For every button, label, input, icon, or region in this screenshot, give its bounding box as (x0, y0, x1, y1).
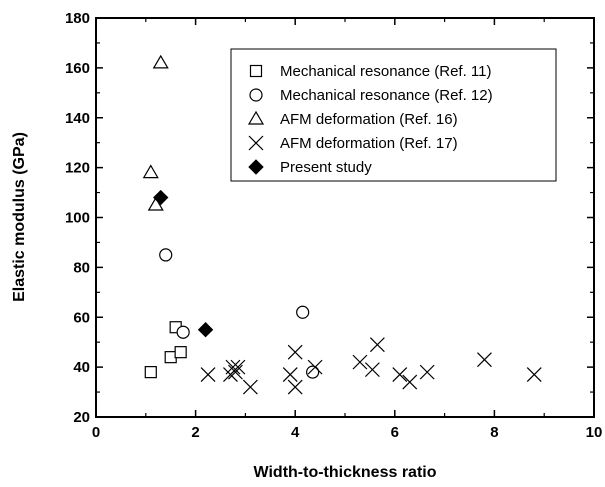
legend-label: Present study (280, 159, 372, 176)
data-point-x (352, 354, 368, 370)
legend-label: Mechanical resonance (Ref. 12) (280, 87, 493, 104)
data-point-x (287, 379, 303, 395)
data-point-square-open (174, 346, 187, 359)
data-point-x (228, 364, 243, 380)
y-tick-label: 60 (73, 309, 90, 326)
axis-ticks (95, 17, 595, 418)
legend-marker-diamond-filled (248, 159, 264, 175)
data-point-circle-open (159, 248, 173, 262)
data-point-x (200, 367, 216, 383)
data-point-circle-open (296, 305, 310, 319)
data-point-x (369, 337, 385, 353)
data-point-x (242, 379, 258, 395)
x-tick-label: 4 (291, 424, 300, 441)
data-point-x (392, 367, 408, 383)
y-tick-label: 140 (65, 110, 90, 127)
legend: Mechanical resonance (Ref. 11) Mechanical… (230, 48, 557, 182)
data-point-square-open (164, 351, 177, 364)
x-tick-label: 10 (586, 424, 603, 441)
x-tick-label: 0 (92, 424, 100, 441)
legend-label: Mechanical resonance (Ref. 11) (280, 63, 492, 80)
data-point-x (307, 359, 323, 375)
legend-marker-square-open (249, 64, 263, 78)
y-axis-label: Elastic modulus (GPa) (11, 132, 28, 302)
legend-marker-triangle-open (247, 110, 265, 125)
data-point-x (287, 344, 303, 360)
x-tick-label: 2 (191, 424, 199, 441)
y-tick-label: 20 (73, 409, 90, 426)
series-group (153, 189, 214, 338)
data-point-x (225, 359, 241, 375)
y-tick-label: 180 (65, 10, 90, 27)
y-tick-label: 160 (65, 60, 90, 77)
data-point-triangle-open (147, 196, 164, 211)
series-group (159, 248, 320, 379)
data-point-x (526, 367, 542, 383)
data-point-circle-open (176, 325, 190, 339)
legend-label: AFM deformation (Ref. 17) (280, 135, 458, 152)
axis-tick-labels: 0 2 4 6 8 10 20 40 60 80 100 120 140 160 180 (65, 10, 602, 441)
x-axis-label: Width-to-thickness ratio (254, 464, 437, 481)
series-group (142, 54, 169, 211)
data-point-x (419, 364, 435, 380)
y-tick-label: 100 (65, 210, 90, 227)
series-group (200, 337, 542, 395)
data-point-diamond-filled (197, 322, 214, 338)
data-point-x (282, 367, 298, 383)
data-point-triangle-open (152, 54, 169, 69)
x-tick-label: 8 (490, 424, 498, 441)
data-point-x (230, 359, 246, 375)
series-group (144, 321, 187, 379)
data-point-triangle-open (142, 164, 159, 179)
data-point-diamond-filled (153, 189, 169, 206)
legend-marker-circle-open (249, 88, 263, 102)
x-tick-label: 6 (391, 424, 399, 441)
legend-marker-x (248, 135, 264, 151)
y-tick-label: 80 (73, 259, 90, 276)
data-point-square-open (144, 366, 157, 379)
legend-box (230, 48, 557, 182)
y-tick-label: 120 (65, 160, 90, 177)
data-markers (142, 54, 542, 395)
data-point-x (477, 352, 492, 368)
legend-label: AFM deformation (Ref. 16) (280, 111, 458, 128)
data-point-circle-open (306, 365, 320, 379)
y-tick-label: 40 (73, 359, 90, 376)
data-point-x (402, 374, 418, 390)
data-point-x (364, 362, 380, 378)
